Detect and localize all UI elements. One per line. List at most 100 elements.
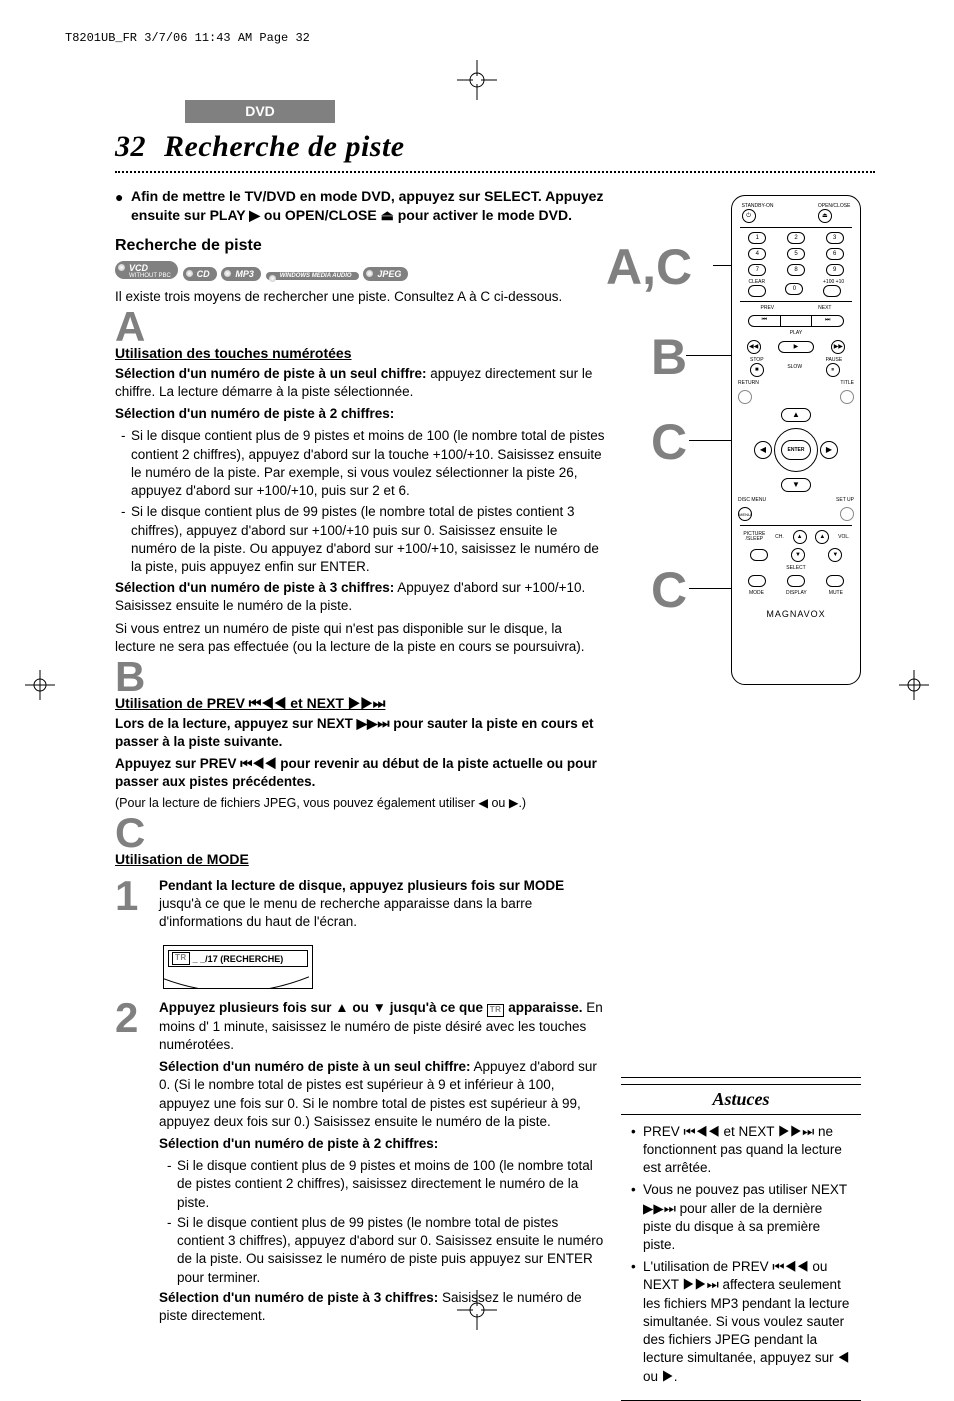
ch-up-button[interactable]: ▲ <box>793 530 807 544</box>
tips-list: PREV ⏮◀◀ et NEXT ▶▶⏭ ne fonctionnent pas… <box>631 1123 851 1386</box>
dpad: ▲ ▼ ◀ ▶ ENTER <box>756 410 836 490</box>
section-b-p1: Lors de la lecture, appuyez sur NEXT ▶▶⏭… <box>115 715 605 751</box>
plus100-button[interactable] <box>823 285 841 297</box>
dpad-down[interactable]: ▼ <box>781 478 811 492</box>
step-1-number: 1 <box>115 877 143 915</box>
dpad-up[interactable]: ▲ <box>781 408 811 422</box>
play-label: PLAY <box>790 331 802 336</box>
clear-label: CLEAR <box>748 280 766 285</box>
section-c-letter: C <box>115 816 605 850</box>
slow-label: SLOW <box>787 365 802 370</box>
discmenu-button[interactable]: MENU <box>738 507 752 521</box>
vol-up-button[interactable]: ▲ <box>815 530 829 544</box>
picture-button[interactable] <box>750 549 768 561</box>
clear-button[interactable] <box>748 285 766 297</box>
media-badges: VCDWITHOUT PBC CD MP3 WINDOWS MEDIA AUDI… <box>115 261 605 282</box>
dpad-right[interactable]: ▶ <box>820 441 838 459</box>
page-title: Recherche de piste <box>164 130 405 163</box>
digit-0[interactable]: 0 <box>785 283 803 295</box>
callout-c2: C <box>651 565 687 615</box>
discmenu-label: DISC MENU <box>738 498 766 503</box>
page-number: 32 <box>115 130 146 163</box>
play-button[interactable]: ▶ <box>778 341 814 353</box>
digit-5[interactable]: 5 <box>787 248 805 260</box>
page-content: DVD 32 Recherche de piste Afin de mettre… <box>115 100 875 1401</box>
digit-4[interactable]: 4 <box>748 248 766 260</box>
step-2-lead: Appuyez plusieurs fois sur ▲ ou ▼ jusqu'… <box>159 999 605 1054</box>
badge-wma: WINDOWS MEDIA AUDIO <box>266 272 359 280</box>
display-text: _ _/17 (RECHERCHE) <box>193 953 284 965</box>
standby-button[interactable]: ⏻ <box>742 209 756 223</box>
dpad-left[interactable]: ◀ <box>754 441 772 459</box>
step-1: 1 Pendant la lecture de disque, appuyez … <box>115 877 605 936</box>
digit-1[interactable]: 1 <box>748 232 766 244</box>
ch-label: CH. <box>775 535 784 540</box>
rew-button[interactable]: ◀◀ <box>747 340 761 354</box>
section-b-letter: B <box>115 660 605 694</box>
step-2-s2-li1: Si le disque contient plus de 9 pistes e… <box>167 1157 605 1212</box>
digit-2[interactable]: 2 <box>787 232 805 244</box>
badge-vcd: VCDWITHOUT PBC <box>115 261 178 279</box>
stop-label: STOP <box>750 358 764 363</box>
ch-down-button[interactable]: ▼ <box>791 548 805 562</box>
section-intro-line: Il existe trois moyens de rechercher une… <box>115 288 605 306</box>
return-button[interactable] <box>738 390 752 404</box>
stop-button[interactable]: ■ <box>750 363 764 377</box>
section-a-p4: Si vous entrez un numéro de piste qui n'… <box>115 620 605 656</box>
page-title-row: 32 Recherche de piste <box>115 127 875 168</box>
tr-icon-inline: TR <box>487 1004 505 1017</box>
display-button[interactable] <box>787 575 805 587</box>
right-column: A,C B C C STANDBY-ON ⏻ <box>621 187 871 1400</box>
setup-label: SET UP <box>836 498 854 503</box>
digit-7[interactable]: 7 <box>748 264 766 276</box>
display-label: DISPLAY <box>786 591 807 596</box>
mute-label: MUTE <box>829 591 843 596</box>
vol-down-button[interactable]: ▼ <box>828 548 842 562</box>
remote-brand: MAGNAVOX <box>738 608 854 620</box>
enter-button[interactable]: ENTER <box>781 440 811 460</box>
digit-9[interactable]: 9 <box>826 264 844 276</box>
next-button[interactable]: ⏭ <box>812 316 843 326</box>
callout-b: B <box>651 332 687 382</box>
select-label: SELECT <box>786 566 805 571</box>
title-button[interactable] <box>840 390 854 404</box>
tip-1: PREV ⏮◀◀ et NEXT ▶▶⏭ ne fonctionnent pas… <box>631 1123 851 1178</box>
crop-mark-top <box>457 60 497 100</box>
section-a-letter: A <box>115 310 605 344</box>
digit-3[interactable]: 3 <box>826 232 844 244</box>
section-a-p3: Sélection d'un numéro de piste à 3 chiff… <box>115 579 605 615</box>
badge-jpeg: JPEG <box>363 267 408 281</box>
dotted-rule <box>115 171 875 173</box>
step-2-s2-li2: Si le disque contient plus de 99 pistes … <box>167 1214 605 1287</box>
section-a-list: Si le disque contient plus de 9 pistes e… <box>121 427 605 576</box>
dvd-section-label: DVD <box>185 100 335 123</box>
vol-label: VOL. <box>838 535 849 540</box>
tr-icon: TR <box>172 952 190 965</box>
callout-c2-line <box>689 588 733 589</box>
section-a-p2-bold: Sélection d'un numéro de piste à 2 chiff… <box>115 405 605 423</box>
picture-label: PICTURE /SLEEP <box>742 532 766 542</box>
digit-8[interactable]: 8 <box>787 264 805 276</box>
badge-mp3: MP3 <box>221 267 261 281</box>
ffwd-button[interactable]: ▶▶ <box>831 340 845 354</box>
section-b-heading: Utilisation de PREV ⏮◀◀ et NEXT ▶▶⏭ <box>115 694 605 713</box>
prev-label: PREV <box>761 306 775 311</box>
section-c-heading: Utilisation de MODE <box>115 850 605 869</box>
badge-cd: CD <box>183 267 217 281</box>
plus100-label: +100 +10 <box>823 280 844 285</box>
step-2-s3: Sélection d'un numéro de piste à 3 chiff… <box>159 1289 605 1325</box>
tips-title: Astuces <box>621 1084 861 1113</box>
section-a-li2: Si le disque contient plus de 99 pistes … <box>121 503 605 576</box>
pause-button[interactable]: ⏸ <box>826 363 840 377</box>
onscreen-display-box: TR _ _/17 (RECHERCHE) <box>163 945 313 989</box>
digit-6[interactable]: 6 <box>826 248 844 260</box>
next-label: NEXT <box>818 306 831 311</box>
mute-button[interactable] <box>826 575 844 587</box>
step-2-s2-list: Si le disque contient plus de 9 pistes e… <box>167 1157 605 1287</box>
mode-button[interactable] <box>748 575 766 587</box>
callout-ac: A,C <box>606 242 692 292</box>
tip-2: Vous ne pouvez pas utiliser NEXT ▶▶⏭ pou… <box>631 1181 851 1254</box>
setup-button[interactable] <box>840 507 854 521</box>
openclose-button[interactable]: ⏏ <box>818 209 832 223</box>
prev-button[interactable]: ⏮ <box>749 316 781 326</box>
